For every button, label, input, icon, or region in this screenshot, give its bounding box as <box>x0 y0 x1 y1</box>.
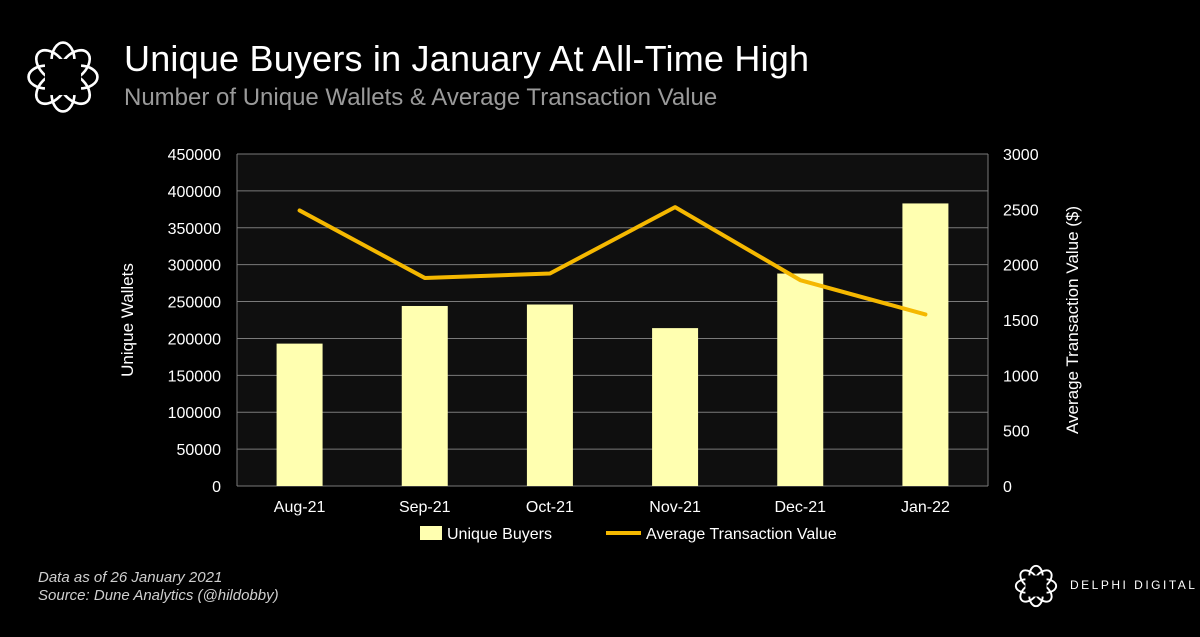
plot-area <box>237 154 988 486</box>
bar-oct-21 <box>526 304 573 486</box>
y-axis-right-title: Average Transaction Value ($) <box>1063 206 1082 434</box>
x-tick: Dec-21 <box>774 499 826 516</box>
y-axis-left-ticks: 0 50000 100000 150000 200000 250000 300000 3500… <box>168 147 221 496</box>
y-tick-left: 200000 <box>168 331 221 348</box>
legend: Unique Buyers Average Transaction Value <box>420 526 837 543</box>
data-source: Source: Dune Analytics (@hildobby) <box>38 587 279 604</box>
chart-title: Unique Buyers in January At All-Time Hig… <box>124 38 810 79</box>
x-tick: Nov-21 <box>649 499 701 516</box>
x-tick: Jan-22 <box>901 499 950 516</box>
y-tick-right: 2500 <box>1003 202 1039 219</box>
gridlines <box>236 153 989 487</box>
line-series-average-transaction-value <box>297 205 928 317</box>
brand-logo-icon <box>27 41 99 113</box>
x-axis-ticks: Aug-21 Sep-21 Oct-21 Nov-21 Dec-21 Jan-22 <box>274 499 950 516</box>
brand: DELPHI DIGITAL <box>1012 562 1195 610</box>
y-tick-left: 350000 <box>168 221 221 238</box>
y-tick-right: 1000 <box>1003 368 1039 385</box>
y-axis-left-title: Unique Wallets <box>118 263 137 377</box>
brand-mark-icon <box>1014 564 1058 608</box>
bar-aug-21 <box>276 343 323 486</box>
bar-sep-21 <box>401 305 448 486</box>
data-note: Data as of 26 January 2021 <box>38 569 223 586</box>
bar-jan-22 <box>902 203 949 487</box>
y-tick-right: 500 <box>1003 424 1030 441</box>
bar-series <box>276 203 949 487</box>
y-tick-left: 250000 <box>168 295 221 312</box>
bar-dec-21 <box>777 273 824 486</box>
footer: Data as of 26 January 2021 Source: Dune … <box>38 569 279 605</box>
y-tick-left: 450000 <box>168 147 221 164</box>
chart-subtitle: Number of Unique Wallets & Average Trans… <box>124 84 718 111</box>
bar-nov-21 <box>652 328 699 486</box>
x-tick: Oct-21 <box>526 499 574 516</box>
y-tick-right: 1500 <box>1003 313 1039 330</box>
y-tick-right: 3000 <box>1003 147 1039 164</box>
legend-label-unique-buyers: Unique Buyers <box>447 526 552 543</box>
y-tick-left: 150000 <box>168 368 221 385</box>
y-tick-right: 2000 <box>1003 258 1039 275</box>
y-tick-left: 0 <box>212 479 221 496</box>
y-tick-right: 0 <box>1003 479 1012 496</box>
y-tick-left: 300000 <box>168 258 221 275</box>
legend-label-average-transaction-value: Average Transaction Value <box>646 526 837 543</box>
y-axis-right-ticks: 0 500 1000 1500 2000 2500 3000 <box>1003 147 1039 496</box>
x-tick: Sep-21 <box>399 499 451 516</box>
y-tick-left: 400000 <box>168 184 221 201</box>
y-tick-left: 100000 <box>168 405 221 422</box>
brand-name: DELPHI DIGITAL <box>1070 578 1198 592</box>
y-tick-left: 50000 <box>177 442 222 459</box>
x-tick: Aug-21 <box>274 499 326 516</box>
legend-swatch-unique-buyers <box>420 526 442 540</box>
